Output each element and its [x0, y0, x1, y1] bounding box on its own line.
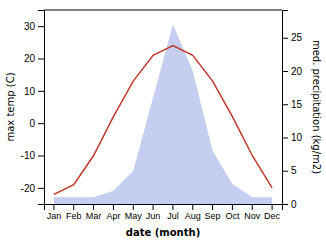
x-axis-title: date (month): [126, 227, 200, 238]
x-tick-label: Apr: [106, 211, 120, 221]
y2-tick-mark: [282, 171, 288, 172]
plot: JanFebMarAprMayJunJulAugSepOctNovDec-20-…: [21, 10, 303, 221]
x-tick-mark: [272, 204, 273, 210]
y2-tick: 15: [282, 99, 303, 110]
x-tick-label: Aug: [185, 211, 201, 221]
y-tick-mark: [38, 156, 44, 157]
x-tick-label: Sep: [205, 211, 221, 221]
y-tick-mark: [38, 91, 44, 92]
x-tick: Nov: [244, 204, 261, 221]
x-tick-mark: [113, 204, 114, 210]
y2-tick-label: 0: [291, 199, 297, 210]
y2-tick: 10: [282, 132, 303, 143]
y-tick: -10: [21, 150, 44, 161]
x-tick: Feb: [66, 204, 82, 221]
y-axis-line: [38, 11, 45, 205]
y2-tick-mark: [282, 38, 288, 39]
y2-tick-label: 20: [291, 66, 303, 77]
y-tick-mark: [38, 123, 44, 124]
x-tick-label: May: [125, 211, 143, 221]
x-axis: Jan Feb Mar Apr MayJun Jul Aug Sep Oct NovDec: [45, 204, 283, 221]
x-tick-mark: [73, 204, 74, 210]
y-tick-label: 0: [29, 118, 35, 129]
y-tick-label: 10: [24, 86, 36, 97]
x-tick-mark: [192, 204, 193, 210]
x-tick: Dec: [264, 204, 281, 221]
x-tick-label: Jul: [167, 211, 179, 221]
y-tick: 10: [24, 86, 44, 97]
x-tick-mark: [53, 204, 54, 210]
y2-axis-line: [283, 11, 289, 205]
y2-tick-label: 10: [291, 132, 303, 143]
x-tick: Aug: [185, 204, 201, 221]
y-axis-title: max temp (C): [5, 72, 16, 141]
x-tick-mark: [133, 204, 134, 210]
area: [54, 24, 272, 204]
y-tick-mark: [38, 59, 44, 60]
y-tick-mark: [38, 188, 44, 189]
y-tick: 0: [29, 118, 44, 129]
x-tick: Mar: [86, 204, 102, 221]
line: [54, 46, 272, 195]
frame-top: [44, 10, 282, 11]
x-tick-label: Jan: [47, 211, 62, 221]
x-tick-mark: [212, 204, 213, 210]
x-tick-mark: [232, 204, 233, 210]
y2-tick-label: 5: [291, 165, 297, 176]
y-tick: -20: [21, 183, 44, 194]
x-tick: May: [125, 204, 143, 221]
y-tick-label: 30: [24, 21, 36, 32]
x-tick: Jan: [47, 204, 62, 221]
y2-tick-label: 25: [291, 32, 303, 43]
x-tick-label: Nov: [244, 211, 261, 221]
x-tick-label: Jun: [146, 211, 161, 221]
y2-tick-mark: [282, 71, 288, 72]
x-tick: Sep: [205, 204, 221, 221]
y-tick-mark: [38, 26, 44, 27]
y-tick-label: -20: [21, 183, 36, 194]
x-tick-label: Feb: [66, 211, 82, 221]
x-tick: Apr: [106, 204, 120, 221]
y2-tick: 0: [282, 199, 297, 210]
marks: [54, 24, 272, 204]
y2-tick-mark: [282, 104, 288, 105]
x-tick-mark: [252, 204, 253, 210]
x-tick-mark: [93, 204, 94, 210]
y2-axis-title: med. precipitation (kg/m2): [311, 40, 322, 174]
x-tick-label: Mar: [86, 211, 102, 221]
y2-tick-mark: [282, 204, 288, 205]
x-tick-label: Dec: [264, 211, 281, 221]
y2-tick: 25: [282, 32, 303, 43]
y-tick: 30: [24, 21, 44, 32]
y2-tick-label: 15: [291, 99, 303, 110]
y2-tick: 20: [282, 66, 303, 77]
y-axis: -20 -10 0 10 20 30: [21, 11, 45, 205]
x-tick: Oct: [225, 204, 240, 221]
y2-tick: 5: [282, 165, 297, 176]
x-axis-line: [45, 205, 283, 211]
x-tick: Jul: [167, 204, 179, 221]
y-tick-label: -10: [21, 150, 36, 161]
x-tick: Jun: [146, 204, 161, 221]
y2-axis: 0 5 10 15 20 25: [282, 11, 303, 210]
x-tick-mark: [153, 204, 154, 210]
chart: JanFebMarAprMayJunJulAugSepOctNovDec-20-…: [0, 0, 326, 242]
x-tick-mark: [172, 204, 173, 210]
y-tick-label: 20: [24, 53, 36, 64]
y2-tick-mark: [282, 137, 288, 138]
x-tick-label: Oct: [225, 211, 240, 221]
y-tick: 20: [24, 53, 44, 64]
